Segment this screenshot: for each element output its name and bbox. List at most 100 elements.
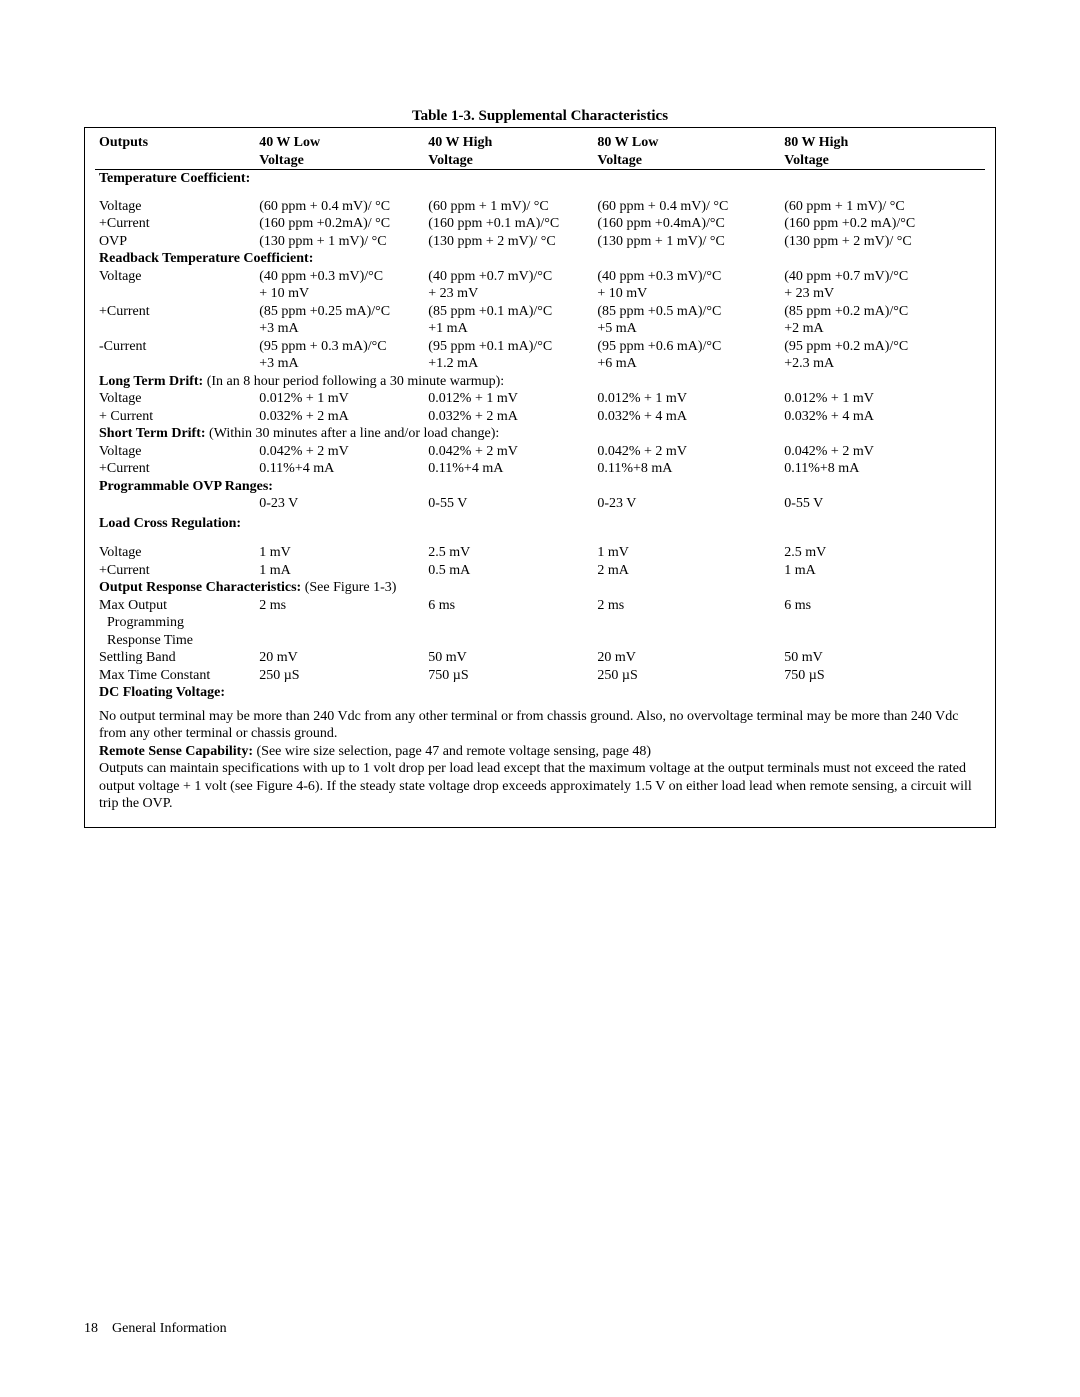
cell: (160 ppm +0.2 mA)/°C xyxy=(780,215,985,233)
row-label: +Current xyxy=(95,460,255,478)
cell: 750 µS xyxy=(424,667,593,685)
table-row: + Current 0.032% + 2 mA 0.032% + 2 mA 0.… xyxy=(95,408,985,426)
cell: 250 µS xyxy=(593,667,780,685)
cell: 2 mA xyxy=(593,562,780,580)
cell: (60 ppm + 1 mV)/ °C xyxy=(780,198,985,216)
cell: 0.032% + 4 mA xyxy=(593,408,780,426)
table-row: -Current (95 ppm + 0.3 mA)/°C+3 mA (95 p… xyxy=(95,338,985,373)
readback-temp-coef-header: Readback Temperature Coefficient: xyxy=(95,250,985,268)
table-row: No output terminal may be more than 240 … xyxy=(95,708,985,743)
table-row: Outputs can maintain specifications with… xyxy=(95,760,985,813)
row-label: Voltage xyxy=(95,544,255,562)
cell: (85 ppm +0.1 mA)/°C+1 mA xyxy=(424,303,593,338)
row-label: OVP xyxy=(95,233,255,251)
long-term-drift-header: Long Term Drift: (In an 8 hour period fo… xyxy=(95,373,985,391)
row-label: Voltage xyxy=(95,390,255,408)
dc-floating-header: DC Floating Voltage: xyxy=(95,684,985,708)
row-label: +Current xyxy=(95,562,255,580)
row-label: +Current xyxy=(95,303,255,338)
cell: (130 ppm + 2 mV)/ °C xyxy=(780,233,985,251)
table-row: 0-23 V 0-55 V 0-23 V 0-55 V xyxy=(95,495,985,513)
cell: (130 ppm + 1 mV)/ °C xyxy=(593,233,780,251)
cell: 0.012% + 1 mV xyxy=(424,390,593,408)
cell: 0.11%+8 mA xyxy=(593,460,780,478)
cell: 0-23 V xyxy=(593,495,780,513)
cell: 1 mV xyxy=(593,544,780,562)
cell: 0-23 V xyxy=(255,495,424,513)
table-row: Output Response Characteristics: (See Fi… xyxy=(95,579,985,597)
cell: (160 ppm +0.4mA)/°C xyxy=(593,215,780,233)
cell: 0.11%+4 mA xyxy=(255,460,424,478)
table-row: +Current (85 ppm +0.25 mA)/°C+3 mA (85 p… xyxy=(95,303,985,338)
cell: 0.042% + 2 mV xyxy=(424,443,593,461)
row-label: Settling Band xyxy=(95,649,255,667)
cell: (95 ppm +0.1 mA)/°C+1.2 mA xyxy=(424,338,593,373)
cell: (85 ppm +0.25 mA)/°C+3 mA xyxy=(255,303,424,338)
cell: (130 ppm + 2 mV)/ °C xyxy=(424,233,593,251)
cell: 50 mV xyxy=(424,649,593,667)
col-header-40low: 40 W LowVoltage xyxy=(255,134,424,170)
table-row: Programmable OVP Ranges: xyxy=(95,478,985,496)
cell: 0.032% + 2 mA xyxy=(255,408,424,426)
cell: (40 ppm +0.3 mV)/°C+ 10 mV xyxy=(593,268,780,303)
section-name: General Information xyxy=(112,1321,227,1336)
cell: 0.012% + 1 mV xyxy=(780,390,985,408)
table-frame: Outputs 40 W LowVoltage 40 W HighVoltage… xyxy=(84,127,996,828)
cell: (85 ppm +0.5 mA)/°C+5 mA xyxy=(593,303,780,338)
row-label: -Current xyxy=(95,338,255,373)
col-header-80high: 80 W HighVoltage xyxy=(780,134,985,170)
cell: 0.11%+4 mA xyxy=(424,460,593,478)
table-row: Remote Sense Capability: (See wire size … xyxy=(95,743,985,761)
table-row: Voltage (40 ppm +0.3 mV)/°C+ 10 mV (40 p… xyxy=(95,268,985,303)
output-response-header: Output Response Characteristics: (See Fi… xyxy=(95,579,985,597)
cell: 0.5 mA xyxy=(424,562,593,580)
dc-floating-para: No output terminal may be more than 240 … xyxy=(95,708,985,743)
cell: 0.012% + 1 mV xyxy=(593,390,780,408)
cell: (160 ppm +0.2mA)/ °C xyxy=(255,215,424,233)
cell: (160 ppm +0.1 mA)/°C xyxy=(424,215,593,233)
cell: 2 ms xyxy=(593,597,780,650)
cell: 1 mA xyxy=(780,562,985,580)
row-label: Max Output Programming Response Time xyxy=(95,597,255,650)
cell: 6 ms xyxy=(424,597,593,650)
cell: (60 ppm + 0.4 mV)/ °C xyxy=(255,198,424,216)
table-title: Table 1-3. Supplemental Characteristics xyxy=(84,108,996,125)
row-label: Voltage xyxy=(95,443,255,461)
table-row: Load Cross Regulation: xyxy=(95,513,985,545)
ovp-ranges-header: Programmable OVP Ranges: xyxy=(95,478,985,496)
remote-sense-para: Outputs can maintain specifications with… xyxy=(95,760,985,813)
row-label: Max Time Constant xyxy=(95,667,255,685)
cell: 0.012% + 1 mV xyxy=(255,390,424,408)
cell: (95 ppm + 0.3 mA)/°C+3 mA xyxy=(255,338,424,373)
cell: 1 mV xyxy=(255,544,424,562)
cell: (95 ppm +0.6 mA)/°C+6 mA xyxy=(593,338,780,373)
cell: (40 ppm +0.7 mV)/°C+ 23 mV xyxy=(780,268,985,303)
table-row: Max Time Constant 250 µS 750 µS 250 µS 7… xyxy=(95,667,985,685)
col-header-outputs: Outputs xyxy=(95,134,255,170)
table-row: +Current (160 ppm +0.2mA)/ °C (160 ppm +… xyxy=(95,215,985,233)
table-row: Voltage 0.012% + 1 mV 0.012% + 1 mV 0.01… xyxy=(95,390,985,408)
row-label: +Current xyxy=(95,215,255,233)
col-header-80low: 80 W LowVoltage xyxy=(593,134,780,170)
cell: (40 ppm +0.7 mV)/°C+ 23 mV xyxy=(424,268,593,303)
cell: 20 mV xyxy=(593,649,780,667)
row-label: Voltage xyxy=(95,268,255,303)
table-row: Readback Temperature Coefficient: xyxy=(95,250,985,268)
cell: 2 ms xyxy=(255,597,424,650)
cell: 0.032% + 4 mA xyxy=(780,408,985,426)
cell: 6 ms xyxy=(780,597,985,650)
table-row: Voltage 1 mV 2.5 mV 1 mV 2.5 mV xyxy=(95,544,985,562)
table-row: Short Term Drift: (Within 30 minutes aft… xyxy=(95,425,985,443)
cell: 0.042% + 2 mV xyxy=(780,443,985,461)
cell: 1 mA xyxy=(255,562,424,580)
row-label: + Current xyxy=(95,408,255,426)
cell: (130 ppm + 1 mV)/ °C xyxy=(255,233,424,251)
table-row: Settling Band 20 mV 50 mV 20 mV 50 mV xyxy=(95,649,985,667)
cell: (60 ppm + 0.4 mV)/ °C xyxy=(593,198,780,216)
table-row: Max Output Programming Response Time 2 m… xyxy=(95,597,985,650)
table-row: Voltage (60 ppm + 0.4 mV)/ °C (60 ppm + … xyxy=(95,198,985,216)
table-row: Temperature Coefficient: xyxy=(95,170,985,188)
cell: (60 ppm + 1 mV)/ °C xyxy=(424,198,593,216)
cell: 750 µS xyxy=(780,667,985,685)
cell: (40 ppm +0.3 mV)/°C+ 10 mV xyxy=(255,268,424,303)
